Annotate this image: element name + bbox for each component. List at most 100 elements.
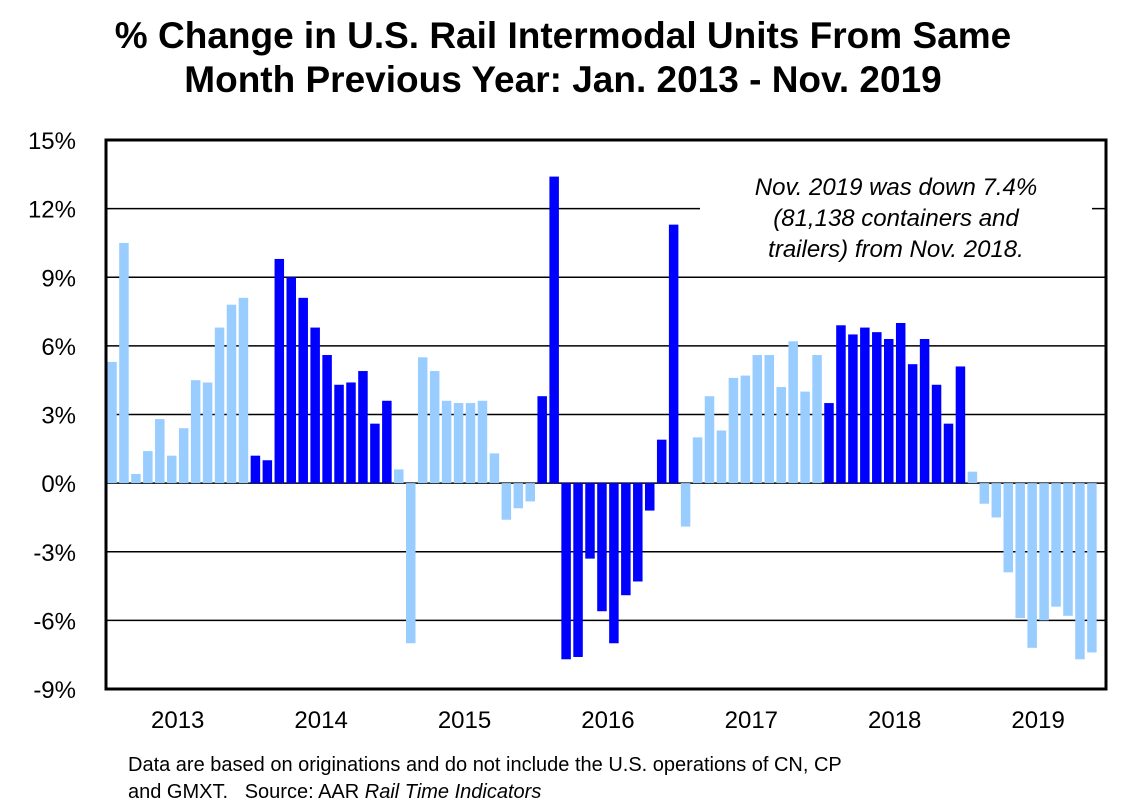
y-tick-label: -9%: [33, 677, 76, 704]
bar: [1087, 483, 1097, 653]
bar: [465, 403, 476, 484]
bar: [967, 471, 978, 484]
annotation: Nov. 2019 was down 7.4% (81,138 containe…: [700, 172, 1092, 265]
bar: [585, 483, 595, 559]
bar: [692, 437, 703, 484]
annotation-line-3: trailers) from Nov. 2018.: [768, 236, 1024, 263]
bar: [501, 483, 512, 520]
bar: [812, 355, 822, 484]
bar: [919, 339, 930, 484]
footnote-source-title: Rail Time Indicators: [364, 781, 542, 803]
y-tick-label: 15%: [28, 128, 76, 155]
bar: [214, 327, 225, 484]
bar: [250, 455, 261, 484]
bar: [609, 483, 619, 644]
bar: [1015, 483, 1025, 619]
annotation-line-1: Nov. 2019 was down 7.4%: [754, 174, 1038, 201]
bar: [621, 483, 631, 596]
plot-frame: [104, 138, 1108, 691]
bar: [824, 403, 834, 484]
y-tick-label: -3%: [33, 540, 76, 567]
bar: [358, 371, 368, 484]
bar: [860, 327, 870, 484]
bar: [155, 419, 165, 484]
bar: [238, 297, 249, 484]
y-tick-label: 6%: [41, 334, 76, 361]
footnote-source: and GMXT. Source: AAR: [128, 781, 365, 803]
y-tick-label: 12%: [28, 197, 76, 224]
bar: [680, 483, 691, 527]
bar: [226, 304, 237, 484]
bar: [800, 391, 810, 484]
bar: [1051, 483, 1061, 607]
x-axis-labels: 2013 2014 2015 2016 2017 2018 2019: [151, 707, 1065, 734]
bar: [704, 396, 715, 484]
bar: [107, 361, 117, 484]
bar: [441, 400, 452, 484]
bar: [728, 377, 739, 484]
bar: [597, 483, 607, 612]
bar: [776, 387, 786, 484]
bar: [836, 325, 846, 484]
bar: [262, 460, 273, 484]
bar: [573, 483, 583, 657]
bar: [310, 327, 320, 484]
bar: [322, 355, 332, 484]
bar: [190, 380, 201, 484]
bar: [1075, 483, 1085, 660]
bar: [453, 403, 464, 484]
bar: [119, 242, 129, 484]
bar: [406, 483, 416, 644]
bar: [346, 382, 356, 484]
x-tick-label: 2016: [581, 707, 634, 734]
bar: [382, 400, 392, 484]
title-line-1: % Change in U.S. Rail Intermodal Units F…: [114, 15, 1012, 56]
y-tick-label: 3%: [41, 403, 76, 430]
bar: [274, 258, 285, 484]
bar: [740, 375, 751, 484]
bar: [656, 439, 667, 484]
footnote-line-1: Data are based on originations and do no…: [128, 754, 842, 776]
bars: [107, 176, 1097, 660]
bar: [979, 483, 990, 504]
bar: [931, 384, 942, 484]
bar: [286, 277, 296, 484]
x-tick-label: 2019: [1011, 707, 1064, 734]
chart-title: % Change in U.S. Rail Intermodal Units F…: [0, 14, 1126, 102]
bar: [716, 430, 727, 484]
bar: [334, 384, 344, 484]
y-tick-label: 0%: [41, 471, 76, 498]
bar: [537, 396, 547, 484]
bar: [991, 483, 1002, 518]
bar: [370, 423, 380, 484]
bar: [645, 483, 655, 511]
bar: [1027, 483, 1037, 648]
bar: [895, 323, 906, 484]
bar: [1063, 483, 1073, 616]
bar: [167, 455, 177, 484]
x-tick-label: 2015: [438, 707, 491, 734]
bar: [202, 382, 213, 484]
x-tick-label: 2013: [151, 707, 204, 734]
bar: [943, 423, 954, 484]
bar: [131, 473, 141, 484]
bar: [298, 297, 308, 484]
bar: [1003, 483, 1013, 573]
bar: [143, 451, 153, 484]
bar: [394, 469, 404, 484]
bar: [513, 483, 524, 509]
bar: [955, 366, 966, 484]
bar: [788, 341, 798, 484]
bar: [561, 483, 571, 660]
bar: [668, 224, 679, 484]
bar: [884, 339, 894, 484]
y-tick-label: 9%: [41, 265, 76, 292]
bar: [417, 357, 428, 484]
bar: [549, 176, 559, 484]
y-axis-labels: 15% 12% 9% 6% 3% 0% -3% -6% -9%: [28, 128, 76, 704]
bar: [633, 483, 643, 582]
bar: [907, 364, 918, 484]
footnote-line-2: and GMXT. Source: AAR Rail Time Indicato…: [128, 779, 842, 806]
bar: [429, 371, 440, 484]
